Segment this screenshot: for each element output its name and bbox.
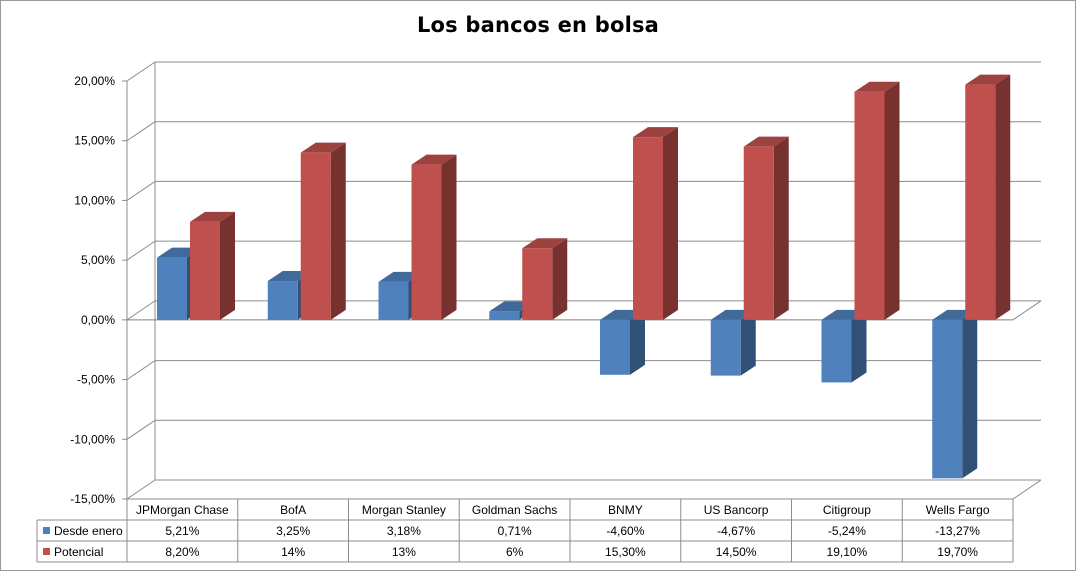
data-label: 6% — [506, 545, 524, 559]
bar-desde-enero — [710, 309, 756, 376]
data-label: 14% — [281, 545, 305, 559]
bar-side — [995, 74, 1011, 320]
bar-potencial — [300, 142, 346, 320]
gridline-diagonal — [126, 240, 156, 261]
y-tick-label: 5,00% — [81, 253, 115, 267]
bar-top — [411, 154, 457, 165]
zero-baseline-right — [1012, 300, 1042, 321]
bar-potencial — [965, 74, 1011, 320]
bar-side — [740, 309, 756, 376]
series-name: Potencial — [54, 545, 103, 559]
bar-front — [157, 257, 187, 320]
data-label: -5,24% — [828, 524, 866, 538]
category-label: Citigroup — [823, 503, 871, 517]
bar-potencial — [854, 81, 900, 320]
data-label: 3,25% — [276, 524, 310, 538]
y-tick-label: 0,00% — [81, 313, 115, 327]
bar-front — [267, 281, 298, 320]
y-tick-label: 20,00% — [74, 74, 115, 88]
bar-front — [600, 319, 630, 375]
data-label: 3,18% — [387, 524, 421, 538]
bar-front — [633, 137, 663, 320]
bar-front — [190, 221, 220, 320]
y-tick-label: -10,00% — [70, 432, 115, 446]
bar-side — [441, 154, 457, 320]
bar-top — [300, 142, 346, 153]
series-name: Desde enero — [54, 524, 123, 538]
bar-side — [220, 211, 235, 320]
data-label: -13,27% — [935, 524, 980, 538]
data-label: 14,50% — [716, 545, 757, 559]
bar-top — [633, 127, 678, 138]
data-label: -4,60% — [606, 524, 644, 538]
bar-front — [710, 319, 741, 376]
gridline-diagonal — [126, 479, 156, 500]
bar-front — [932, 319, 963, 479]
legend-key — [43, 548, 50, 555]
bar-desde-enero — [600, 309, 645, 375]
bar-side — [773, 136, 789, 320]
bar-front — [522, 248, 553, 320]
bar-top — [190, 211, 235, 222]
bar-front — [821, 319, 852, 383]
bar-side — [663, 127, 678, 320]
bar-front — [854, 91, 885, 320]
bar-side — [962, 309, 978, 479]
bar-front — [300, 152, 331, 320]
bar-front — [489, 311, 520, 320]
gridline-diagonal — [126, 300, 156, 321]
bar-side — [884, 81, 900, 320]
bar-potencial — [411, 154, 457, 320]
bar-potencial — [633, 127, 678, 320]
bar-potencial — [522, 238, 568, 320]
bar-desde-enero — [932, 309, 978, 479]
bar-front — [411, 164, 442, 320]
bar-side — [630, 309, 645, 375]
data-label: 5,21% — [165, 524, 199, 538]
bar-potencial — [190, 211, 235, 320]
gridlines — [126, 61, 1041, 500]
category-label: Wells Fargo — [926, 503, 990, 517]
data-label: 8,20% — [165, 545, 199, 559]
gridline-diagonal — [126, 419, 156, 440]
bar-top — [522, 238, 568, 249]
bar-front — [965, 84, 996, 320]
category-label: BNMY — [608, 503, 643, 517]
bar-side — [851, 309, 867, 383]
y-tick-label: -5,00% — [77, 373, 115, 387]
gridline-diagonal — [126, 121, 156, 142]
bar-side — [330, 142, 346, 320]
legend-key — [43, 527, 50, 534]
bar-potencial — [743, 136, 789, 320]
data-label: 19,10% — [827, 545, 868, 559]
bar-desde-enero — [821, 309, 867, 383]
y-tick-label: -15,00% — [70, 492, 115, 506]
data-label: -4,67% — [717, 524, 755, 538]
gridline-diagonal — [126, 61, 156, 82]
data-label: 0,71% — [498, 524, 532, 538]
y-tick-label: 10,00% — [74, 193, 115, 207]
bar-side — [552, 238, 568, 320]
y-tick-label: 15,00% — [74, 134, 115, 148]
bar-front — [743, 146, 774, 320]
data-table: JPMorgan Chase BofA Morgan Stanley Goldman … — [36, 498, 1014, 563]
bar-top — [965, 74, 1011, 85]
data-label: 19,70% — [937, 545, 978, 559]
data-label: 13% — [392, 545, 416, 559]
data-label: 15,30% — [605, 545, 646, 559]
category-label: US Bancorp — [704, 503, 769, 517]
bar-front — [378, 281, 409, 320]
category-label: Morgan Stanley — [362, 503, 446, 517]
gridline-diagonal — [126, 181, 156, 201]
bar-top — [743, 136, 789, 147]
bar-top — [854, 81, 900, 92]
category-label: BofA — [280, 503, 306, 517]
gridline-diagonal — [126, 360, 156, 380]
floor-right-edge — [1012, 479, 1042, 500]
category-label: JPMorgan Chase — [136, 503, 229, 517]
category-label: Goldman Sachs — [472, 503, 557, 517]
chart-title: Los bancos en bolsa — [416, 13, 660, 37]
